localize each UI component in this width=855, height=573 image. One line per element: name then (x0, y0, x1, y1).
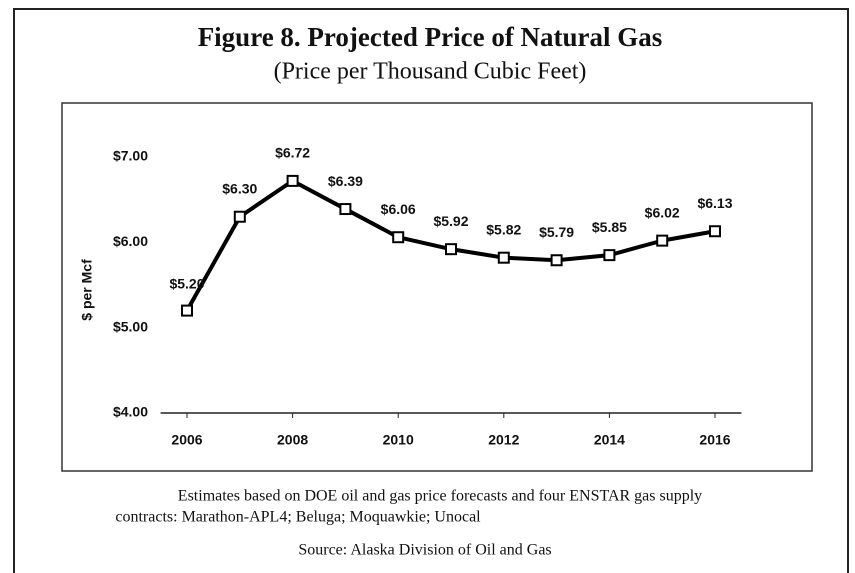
data-label: $6.30 (222, 180, 257, 196)
outer-frame (13, 8, 849, 573)
data-label: $5.85 (592, 219, 627, 235)
marker (445, 243, 457, 256)
data-label: $6.02 (645, 204, 680, 220)
chart-subtitle: (Price per Thousand Cubic Feet) (274, 59, 587, 85)
plot-frame (61, 102, 813, 472)
data-label: $5.79 (539, 224, 574, 240)
data-label: $6.06 (381, 201, 416, 217)
note-line: contracts: Marathon-APL4; Beluga; Moquaw… (115, 509, 481, 526)
data-label: $6.72 (275, 145, 310, 161)
marker (339, 203, 352, 216)
data-label: $6.13 (697, 195, 732, 211)
marker (233, 210, 246, 223)
data-label: $5.82 (486, 221, 521, 237)
y-tick-label: $5.00 (113, 318, 148, 334)
marker (497, 251, 510, 264)
data-label: $5.20 (169, 275, 204, 291)
x-tick-label: 2014 (594, 432, 625, 448)
marker (709, 225, 721, 238)
chart-title: Figure 8. Projected Price of Natural Gas (198, 22, 663, 52)
x-tick-label: 2008 (277, 432, 308, 448)
y-tick-label: $7.00 (113, 148, 148, 164)
x-tick-label: 2006 (171, 432, 202, 448)
marker (181, 304, 193, 317)
y-tick-label: $6.00 (113, 233, 148, 249)
marker (286, 174, 299, 187)
y-axis-label: $ per Mcf (79, 259, 95, 321)
marker (550, 254, 563, 267)
marker (656, 234, 669, 247)
y-tick-label: $4.00 (113, 404, 148, 420)
data-label: $6.39 (328, 173, 363, 189)
note-line: Estimates based on DOE oil and gas price… (178, 488, 702, 505)
source: Source: Alaska Division of Oil and Gas (298, 542, 551, 559)
x-tick-label: 2012 (488, 432, 519, 448)
x-tick-label: 2016 (699, 432, 730, 448)
data-label: $5.92 (433, 213, 468, 229)
x-tick-label: 2010 (383, 432, 414, 448)
marker (392, 231, 405, 244)
marker (603, 249, 616, 262)
